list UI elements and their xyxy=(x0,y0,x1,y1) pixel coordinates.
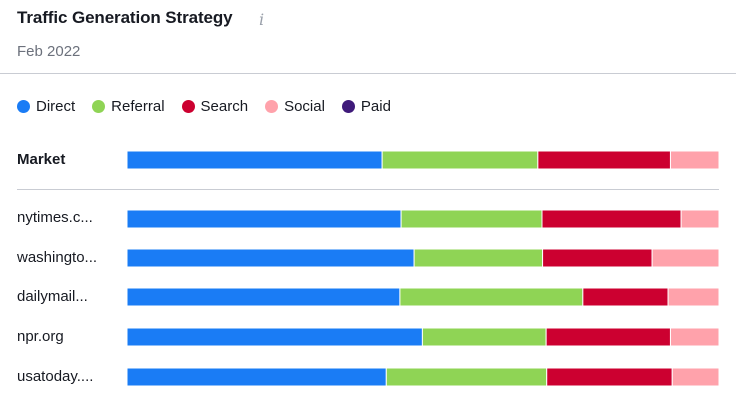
legend-label-search: Search xyxy=(200,98,249,115)
legend-swatch-referral xyxy=(92,100,106,113)
bar-segment-search-4[interactable] xyxy=(545,327,671,347)
bar-segment-social-5[interactable] xyxy=(671,367,720,387)
bar-segment-social-0[interactable] xyxy=(669,150,720,170)
chart-title: Traffic Generation Strategy xyxy=(17,8,233,27)
row-label-nytimes[interactable]: nytimes.c... xyxy=(17,209,93,226)
legend-item-search[interactable]: Search xyxy=(181,98,249,115)
legend-label-direct: Direct xyxy=(36,98,76,115)
legend-item-social[interactable]: Social xyxy=(265,98,325,115)
header-divider xyxy=(0,73,736,74)
bar-segment-referral-2[interactable] xyxy=(413,248,544,268)
bar-segment-social-1[interactable] xyxy=(680,209,720,229)
legend-label-social: Social xyxy=(284,98,325,115)
bar-segment-search-3[interactable] xyxy=(582,287,669,307)
legend-swatch-direct xyxy=(17,100,30,113)
bar-segment-referral-0[interactable] xyxy=(381,150,539,170)
legend: Direct Referral Search Social Paid xyxy=(17,98,408,115)
row-label-washingtonpost[interactable]: washingto... xyxy=(17,249,98,266)
bar-segment-direct-4[interactable] xyxy=(126,327,423,347)
bar-segment-direct-2[interactable] xyxy=(126,248,415,268)
bar-segment-search-1[interactable] xyxy=(541,209,682,229)
bar-segment-referral-3[interactable] xyxy=(399,287,584,307)
legend-label-paid: Paid xyxy=(360,98,391,115)
bar-segment-search-0[interactable] xyxy=(537,150,671,170)
bar-segment-social-2[interactable] xyxy=(651,248,720,268)
row-label-usatoday[interactable]: usatoday.... xyxy=(17,368,94,385)
bar-segment-direct-5[interactable] xyxy=(126,367,387,387)
legend-item-referral[interactable]: Referral xyxy=(92,98,165,115)
row-label-dailymail[interactable]: dailymail... xyxy=(17,288,88,305)
bar-segment-social-3[interactable] xyxy=(667,287,720,307)
bar-segment-referral-1[interactable] xyxy=(400,209,543,229)
bar-segment-referral-4[interactable] xyxy=(421,327,547,347)
bar-segment-search-5[interactable] xyxy=(546,367,673,387)
date-subtitle: Feb 2022 xyxy=(17,43,81,60)
bar-segment-direct-1[interactable] xyxy=(126,209,402,229)
bar-segment-search-2[interactable] xyxy=(542,248,653,268)
bar-segment-direct-3[interactable] xyxy=(126,287,401,307)
legend-swatch-search xyxy=(181,100,195,113)
bar-segment-direct-0[interactable] xyxy=(126,150,383,170)
legend-swatch-paid xyxy=(341,100,355,113)
info-icon[interactable]: i xyxy=(259,10,265,29)
market-divider xyxy=(17,189,719,190)
bar-segment-referral-5[interactable] xyxy=(385,367,548,387)
bar-segment-social-4[interactable] xyxy=(669,327,720,347)
legend-swatch-social xyxy=(265,100,279,113)
legend-label-referral: Referral xyxy=(111,98,165,115)
legend-item-paid[interactable]: Paid xyxy=(341,98,391,115)
row-label-npr[interactable]: npr.org xyxy=(17,328,64,345)
row-label-market: Market xyxy=(17,151,66,168)
legend-item-direct[interactable]: Direct xyxy=(17,98,75,115)
